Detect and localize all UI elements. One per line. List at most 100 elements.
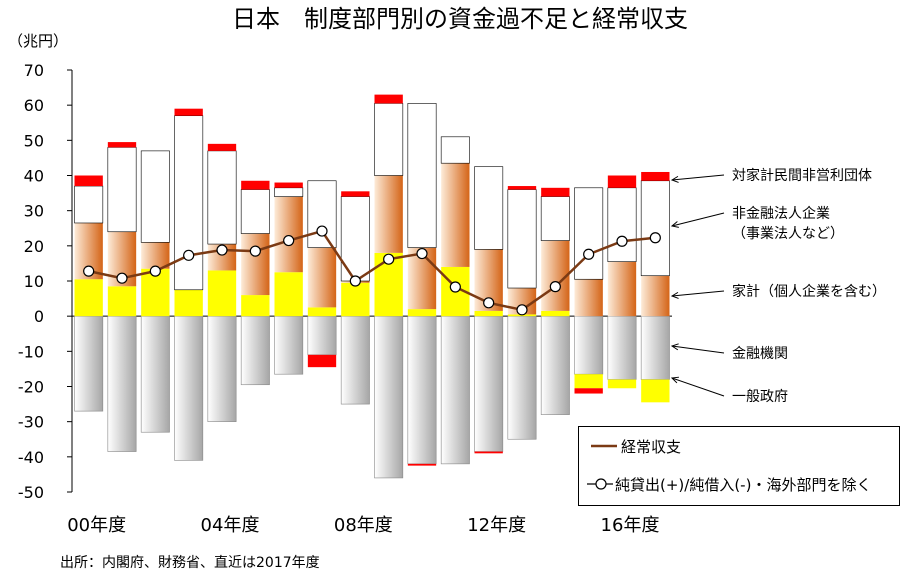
- y-tick-label: -10: [18, 342, 44, 361]
- label-arrow-line: [671, 377, 725, 397]
- bar-npish: [440, 136, 470, 164]
- bar-npish: [407, 103, 437, 248]
- bar-financial: [207, 143, 237, 151]
- bar-government: [474, 315, 504, 452]
- chart-title: 日本 制度部門別の資金過不足と経常収支: [232, 5, 688, 33]
- bar-npish: [507, 189, 537, 289]
- bar-household: [474, 310, 503, 317]
- bar-household: [407, 309, 437, 317]
- y-tick-label: -20: [18, 378, 44, 397]
- y-tick-label: 30: [24, 202, 44, 221]
- net-lending-point: [83, 265, 95, 277]
- x-tick-label: 08年度: [334, 515, 393, 536]
- bar-corporate: [374, 175, 403, 253]
- net-lending-point: [249, 245, 261, 257]
- bar-government: [174, 315, 204, 461]
- bar-npish: [174, 115, 204, 291]
- bar-government: [240, 315, 270, 386]
- bar-government: [207, 315, 237, 422]
- bar-government: [507, 315, 537, 440]
- net-lending-point: [116, 272, 128, 284]
- bar-government: [140, 315, 170, 433]
- bar-government: [607, 315, 637, 380]
- y-unit-label: （兆円）: [8, 32, 68, 50]
- bar-household: [74, 279, 103, 317]
- bar-financial: [541, 187, 570, 197]
- bar-npish: [74, 185, 104, 224]
- bar-financial: [574, 388, 603, 394]
- bar-npish: [207, 150, 237, 245]
- label-arrow-line: [671, 345, 725, 354]
- bar-government: [274, 315, 304, 375]
- bar-financial: [274, 182, 303, 188]
- net-lending-point: [283, 234, 295, 247]
- bar-government: [407, 315, 437, 465]
- x-tick-label: 12年度: [467, 515, 526, 536]
- bar-financial: [641, 171, 670, 181]
- label-arrow-line: [671, 212, 725, 227]
- bar-corporate: [574, 279, 603, 317]
- current-account-line: [88, 229, 656, 312]
- bar-government: [540, 315, 570, 415]
- line-series-group: [83, 225, 661, 316]
- net-lending-point: [149, 265, 161, 277]
- x-tick-label: 16年度: [601, 515, 660, 536]
- y-tick-label: 10: [24, 272, 44, 291]
- net-lending-point: [483, 297, 495, 309]
- y-tick-label: -30: [18, 413, 44, 432]
- legend-label-current-account: 経常収支: [621, 438, 681, 456]
- legend-label-net-lending: 純貸出(+)/純借入(-)・海外部門を除く: [615, 476, 871, 494]
- bar-npish: [140, 150, 170, 243]
- bar-corporate: [441, 163, 470, 267]
- net-lending-point: [449, 281, 461, 293]
- y-tick-label: 20: [24, 237, 44, 256]
- net-lending-point: [316, 225, 328, 237]
- y-axis: 70 60 50 40 30 20 10 0 -10 -20 -30 -40 -50: [18, 61, 672, 502]
- bar-government: [374, 315, 404, 479]
- bar-household: [207, 270, 237, 317]
- bar-government: [640, 315, 670, 380]
- bar-financial: [107, 142, 137, 148]
- series-label-line2: （事業法人など）: [732, 226, 844, 242]
- bar-corporate: [307, 247, 337, 308]
- bar-npish: [474, 166, 504, 250]
- series-label-npish: 対家計民間非営利団体: [732, 167, 872, 184]
- bar-financial: [174, 108, 203, 116]
- bar-government: [307, 315, 337, 356]
- bar-household: [174, 289, 203, 317]
- bar-government: [340, 315, 370, 405]
- bar-household: [274, 272, 303, 317]
- bar-financial: [307, 354, 337, 368]
- y-tick-label: 70: [24, 61, 44, 80]
- label-arrowhead: [670, 175, 679, 183]
- net-lending-point: [649, 232, 661, 244]
- bar-series-group: [74, 94, 670, 479]
- bar-financial: [241, 180, 270, 190]
- bar-financial: [74, 175, 103, 187]
- bar-household: [607, 379, 637, 389]
- legend: 経常収支 純貸出(+)/純借入(-)・海外部門を除く: [578, 426, 900, 506]
- net-lending-point: [183, 249, 195, 261]
- series-label-corporate: 非金融法人企業: [732, 205, 830, 222]
- source-note: 出所：内閣府、財務省、直近は2017年度: [60, 554, 320, 571]
- net-lending-point: [416, 247, 428, 260]
- bar-npish: [107, 147, 137, 233]
- net-lending-point: [349, 275, 361, 287]
- y-tick-label: 60: [24, 96, 44, 115]
- x-axis-labels: 00年度 04年度 08年度 12年度 16年度: [67, 515, 659, 536]
- series-label-financial: 金融機関: [732, 346, 788, 362]
- bar-financial: [341, 191, 370, 197]
- net-lending-point: [616, 235, 628, 247]
- bar-household: [574, 374, 603, 389]
- bar-npish: [607, 187, 637, 262]
- bar-financial: [474, 451, 503, 454]
- bar-npish: [274, 187, 304, 197]
- y-tick-label: 50: [24, 131, 44, 150]
- series-label-government: 一般政府: [732, 389, 788, 405]
- label-arrowhead: [670, 376, 680, 384]
- bar-government: [440, 315, 470, 465]
- x-tick-label: 04年度: [201, 515, 260, 536]
- label-arrowhead: [670, 291, 679, 299]
- y-tick-label: 0: [34, 307, 44, 326]
